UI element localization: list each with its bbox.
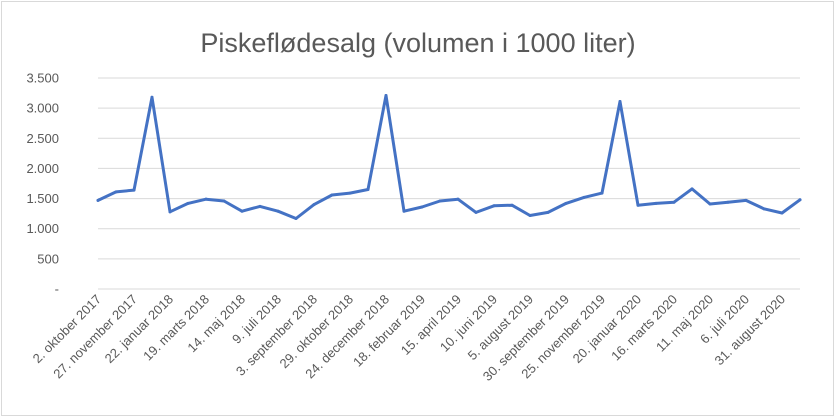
data-point <box>636 203 640 207</box>
y-tick-label: 2.000 <box>26 161 59 176</box>
data-point <box>672 200 676 204</box>
data-point <box>438 199 442 203</box>
data-point <box>780 211 784 215</box>
y-tick-label: 3.000 <box>26 101 59 116</box>
y-tick-label: 1.000 <box>26 221 59 236</box>
y-axis-tick-labels: - 500 1.000 1.500 2.000 2.500 3.000 3.500 <box>26 71 59 297</box>
data-point <box>222 199 226 203</box>
data-point <box>654 201 658 205</box>
data-point <box>186 201 190 205</box>
data-point <box>798 198 802 202</box>
data-point <box>114 190 118 194</box>
gridlines <box>98 77 800 290</box>
data-point <box>348 191 352 195</box>
y-tick-label: 2.500 <box>26 131 59 146</box>
data-point <box>384 93 388 97</box>
data-point <box>420 205 424 209</box>
data-point <box>294 216 298 220</box>
y-tick-label: 3.500 <box>26 71 59 86</box>
series-line <box>96 94 802 220</box>
data-point <box>582 195 586 199</box>
data-point <box>744 198 748 202</box>
data-point <box>546 210 550 214</box>
data-point <box>528 213 532 217</box>
data-point <box>312 203 316 207</box>
series-group <box>96 93 802 220</box>
data-point <box>600 191 604 195</box>
data-point <box>150 95 154 99</box>
data-point <box>240 209 244 213</box>
data-point <box>474 210 478 214</box>
data-point <box>204 197 208 201</box>
data-point <box>618 100 622 104</box>
data-point <box>726 200 730 204</box>
data-point <box>258 204 262 208</box>
data-point <box>366 188 370 192</box>
data-point <box>690 187 694 191</box>
data-point <box>276 209 280 213</box>
data-point <box>96 198 100 202</box>
y-tick-label: 1.500 <box>26 191 59 206</box>
data-point <box>708 202 712 206</box>
data-point <box>762 207 766 211</box>
data-point <box>456 197 460 201</box>
y-tick-label: - <box>55 282 59 297</box>
data-point <box>564 201 568 205</box>
data-point <box>492 204 496 208</box>
data-point <box>402 209 406 213</box>
y-tick-label: 500 <box>37 251 59 266</box>
data-point <box>510 203 514 207</box>
data-point <box>132 188 136 192</box>
data-point <box>168 210 172 214</box>
chart-title: Piskeflødesalg (volumen i 1000 liter) <box>200 28 635 58</box>
data-point <box>330 193 334 197</box>
